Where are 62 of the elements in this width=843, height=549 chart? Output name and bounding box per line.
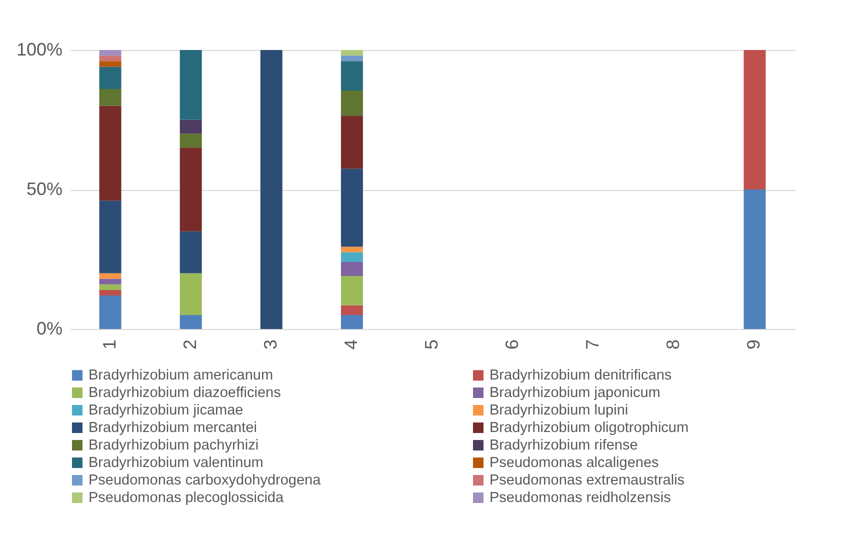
legend-label: Pseudomonas extremaustralis [490,472,685,488]
legend-label: Pseudomonas reidholzensis [490,490,671,506]
bar [340,168,363,247]
legend-label: Bradyrhizobium lupini [490,402,628,418]
bar [99,278,122,284]
bar [180,134,202,148]
legend-label: Pseudomonas alcaligenes [490,454,659,471]
bar [180,148,202,232]
bar [744,50,766,190]
bar [99,56,122,62]
bar [99,284,122,290]
bar [340,246,363,252]
x-tick-label: 2 [180,340,200,350]
x-tick-label: 7 [582,340,603,350]
x-tick-label: 9 [744,340,764,350]
bar [180,231,202,274]
bar [340,305,363,316]
bar [260,50,282,329]
bar [340,252,363,262]
x-tick-label: 5 [422,340,442,350]
y-tick-label: 100% [16,40,62,60]
bar [99,273,122,279]
bar [340,50,363,56]
legend-label: Bradyrhizobium rifense [490,437,638,454]
bar [180,315,202,329]
bar [99,61,122,67]
bar [340,56,363,62]
bar [340,315,363,329]
legend-label: Bradyrhizobium diazoefficiens [88,384,281,401]
x-tick-label: 6 [502,340,522,350]
legend-label: Bradyrhizobium jicamae [88,402,244,418]
bar [340,61,363,90]
y-tick-label: 0% [36,318,62,338]
legend-label: Bradyrhizobium valentinum [88,454,264,471]
bar [99,66,122,90]
x-tick-label: 4 [340,340,361,350]
legend-label: Bradyrhizobium oligotrophicum [490,420,689,436]
bar [180,120,202,134]
bar [340,116,363,169]
legend-label: Pseudomonas plecoglossicida [88,490,284,506]
bar [99,296,122,329]
legend-label: Bradyrhizobium denitrificans [490,367,672,384]
bar [99,290,122,296]
legend-label: Pseudomonas carboxydohydrogena [88,472,322,488]
bar [180,273,202,316]
bar [180,50,202,120]
bar [340,90,363,116]
x-tick-label: 1 [99,340,120,350]
bar [99,89,122,106]
legend-label: Bradyrhizobium japonicum [490,384,660,401]
y-tick-label: 50% [26,179,62,199]
bar [99,50,122,56]
bar [744,190,766,329]
bar [99,200,122,274]
x-tick-label: 3 [260,340,280,350]
legend-label: Bradyrhizobium pachyrhizi [88,437,259,454]
legend-label: Bradyrhizobium americanum [88,367,274,384]
legend-label: Bradyrhizobium mercantei [88,420,257,436]
bar [340,276,363,306]
bar [340,262,363,276]
bar [99,106,122,201]
x-tick-label: 8 [663,340,684,350]
